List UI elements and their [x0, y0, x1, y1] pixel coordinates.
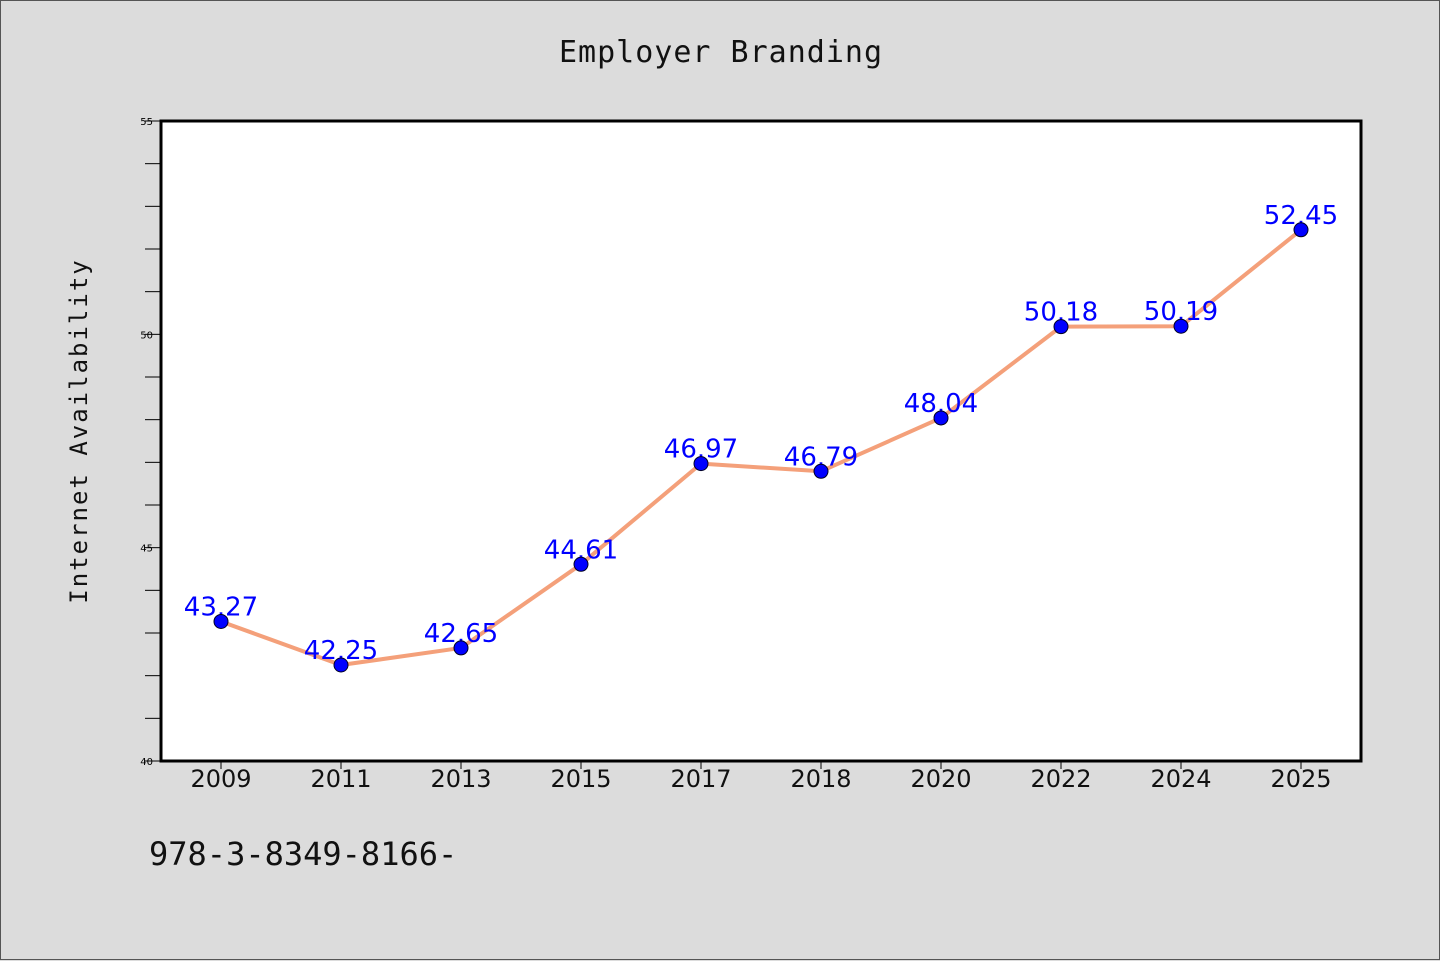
series-line: [220, 228, 1303, 667]
x-tick-label: 2020: [910, 765, 971, 793]
data-point: [933, 410, 949, 426]
x-tick-label: 2013: [430, 765, 491, 793]
data-point: [213, 613, 229, 629]
y-axis-label: Internet Availability: [65, 258, 93, 603]
chart-title: Employer Branding: [558, 35, 884, 70]
x-tick-label: 2015: [550, 765, 611, 793]
data-point: [1053, 319, 1069, 335]
y-tick-label: 45: [140, 544, 153, 555]
data-point: [1293, 222, 1309, 238]
x-tick-label: 2024: [1150, 765, 1211, 793]
x-tick-label: 2017: [670, 765, 731, 793]
data-point: [1173, 318, 1189, 334]
data-point: [333, 657, 349, 673]
x-tick-label: 2011: [310, 765, 371, 793]
plot-area: [159, 119, 1363, 763]
y-tick-label: 40: [140, 757, 153, 768]
x-tick-label: 2022: [1030, 765, 1091, 793]
data-point: [813, 463, 829, 479]
data-point: [573, 556, 589, 572]
data-point: [693, 456, 709, 472]
x-tick-label: 2025: [1270, 765, 1331, 793]
x-tick-label: 2018: [790, 765, 851, 793]
data-point: [453, 640, 469, 656]
y-tick-label: 55: [140, 117, 153, 128]
y-tick-label: 50: [140, 330, 153, 341]
x-tick-label: 2009: [190, 765, 251, 793]
footer-code: 978-3-8349-8166-: [149, 835, 458, 873]
